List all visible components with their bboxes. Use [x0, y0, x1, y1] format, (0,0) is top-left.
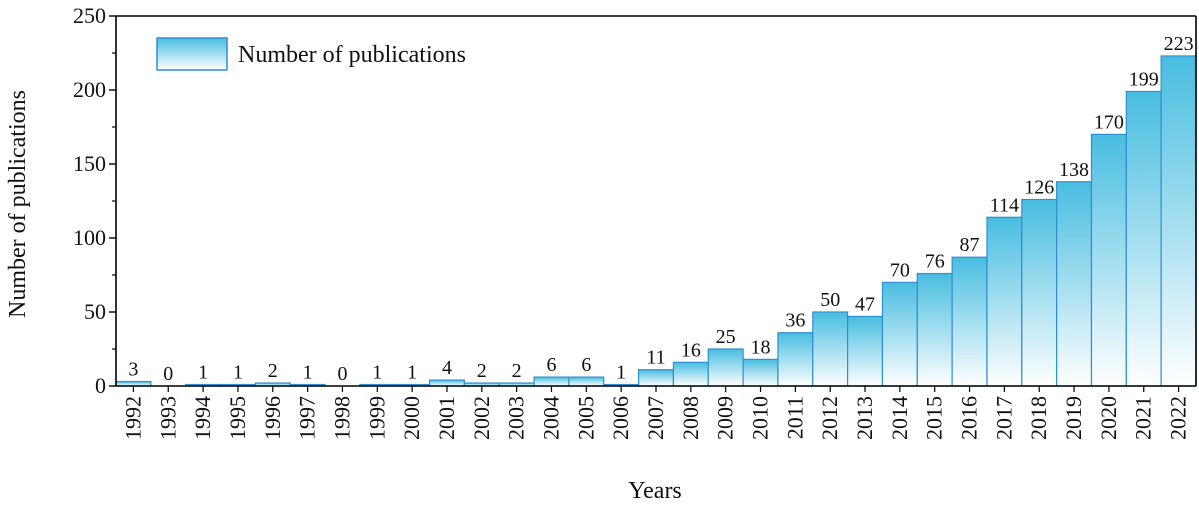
bar-2020 — [1090, 133, 1127, 387]
x-tick-label-2001: 2001 — [434, 396, 459, 440]
x-tick-label-2017: 2017 — [991, 396, 1016, 440]
bar-2019 — [1056, 181, 1093, 387]
x-tick-label-2019: 2019 — [1061, 396, 1086, 440]
x-tick-label-2002: 2002 — [469, 396, 494, 440]
x-tick-label-2007: 2007 — [643, 396, 668, 440]
bar-2022 — [1160, 55, 1197, 387]
x-tick-label-2014: 2014 — [887, 396, 912, 440]
bar-2008 — [672, 361, 709, 387]
bar-2001 — [428, 379, 465, 387]
x-tick-label-1994: 1994 — [190, 396, 215, 440]
y-tick-label: 150 — [73, 151, 106, 176]
x-axis-title: Years — [628, 478, 682, 504]
x-tick-label-2016: 2016 — [957, 396, 982, 440]
x-tick-label-1995: 1995 — [225, 396, 250, 440]
legend-swatch — [156, 37, 228, 71]
bar-2004 — [533, 376, 570, 387]
x-tick-label-2006: 2006 — [608, 396, 633, 440]
data-label-1993: 0 — [163, 363, 173, 385]
data-label-2015: 76 — [925, 251, 945, 273]
data-label-2002: 2 — [477, 360, 487, 382]
x-tick-label-1998: 1998 — [329, 396, 354, 440]
x-tick-label-1993: 1993 — [155, 396, 180, 440]
legend: Number of publications — [156, 37, 466, 71]
bar-2016 — [951, 256, 988, 387]
data-label-2021: 199 — [1129, 68, 1159, 90]
bar-2011 — [777, 332, 814, 387]
bar-2018 — [1021, 198, 1058, 387]
y-axis-title: Number of publications — [5, 90, 31, 318]
data-label-2003: 2 — [512, 360, 522, 382]
data-label-1996: 2 — [268, 360, 278, 382]
data-label-2017: 114 — [990, 194, 1019, 216]
bar-2015 — [916, 272, 953, 387]
data-label-2018: 126 — [1024, 177, 1054, 199]
x-tick-label-2012: 2012 — [817, 396, 842, 440]
data-label-2012: 50 — [820, 289, 840, 311]
x-tick-label-2003: 2003 — [504, 396, 529, 440]
x-tick-label-2010: 2010 — [748, 396, 773, 440]
data-label-2009: 25 — [716, 326, 736, 348]
y-tick-label: 200 — [73, 77, 106, 102]
y-tick-label: 0 — [95, 373, 106, 398]
x-tick-label-2015: 2015 — [922, 396, 947, 440]
x-tick-label-2018: 2018 — [1026, 396, 1051, 440]
bar-2007 — [637, 369, 675, 387]
data-label-2005: 6 — [581, 354, 591, 376]
x-tick-label-2008: 2008 — [678, 396, 703, 440]
x-tick-label-2005: 2005 — [573, 396, 598, 440]
data-label-2010: 18 — [751, 336, 771, 358]
data-label-2014: 70 — [890, 259, 910, 281]
x-tick-label-2004: 2004 — [538, 396, 563, 440]
bar-2014 — [881, 281, 918, 387]
data-label-2016: 87 — [960, 234, 980, 256]
data-label-1997: 1 — [303, 362, 313, 384]
data-label-1992: 3 — [128, 359, 138, 381]
data-label-2011: 36 — [785, 310, 805, 332]
data-label-2001: 4 — [442, 357, 452, 379]
bar-2009 — [707, 348, 744, 387]
data-label-2019: 138 — [1059, 159, 1089, 181]
x-tick-label-1992: 1992 — [120, 396, 145, 440]
data-label-1994: 1 — [198, 362, 208, 384]
y-tick-label: 50 — [84, 299, 106, 324]
x-tick-label-2000: 2000 — [399, 396, 424, 440]
data-label-2000: 1 — [407, 362, 417, 384]
data-label-1999: 1 — [372, 362, 382, 384]
bar-2017 — [986, 216, 1023, 387]
x-tick-label-2009: 2009 — [713, 396, 738, 440]
data-label-2004: 6 — [546, 354, 556, 376]
x-tick-label-2022: 2022 — [1166, 396, 1191, 440]
bars-layer — [115, 55, 1197, 387]
bar-2012 — [812, 311, 849, 387]
y-tick-label: 100 — [73, 225, 106, 250]
bar-2013 — [847, 315, 884, 387]
data-label-2022: 223 — [1164, 33, 1194, 55]
y-tick-label: 250 — [73, 3, 106, 28]
x-tick-label-2011: 2011 — [782, 396, 807, 439]
x-tick-label-1999: 1999 — [364, 396, 389, 440]
x-tick-label-2013: 2013 — [852, 396, 877, 440]
data-label-1995: 1 — [233, 362, 243, 384]
x-tick-label-2020: 2020 — [1096, 396, 1121, 440]
data-label-2013: 47 — [855, 293, 875, 315]
x-tick-label-2021: 2021 — [1131, 396, 1156, 440]
bar-2021 — [1125, 90, 1162, 387]
x-tick-label-1996: 1996 — [260, 396, 285, 440]
legend-label: Number of publications — [238, 42, 466, 68]
data-label-2008: 16 — [681, 339, 701, 361]
data-label-2007: 11 — [646, 347, 665, 369]
bar-2010 — [742, 358, 779, 387]
x-tick-label-1997: 1997 — [295, 396, 320, 440]
bar-2005 — [568, 376, 605, 387]
data-label-2006: 1 — [616, 362, 626, 384]
data-label-2020: 170 — [1094, 111, 1124, 133]
data-label-1998: 0 — [337, 363, 347, 385]
